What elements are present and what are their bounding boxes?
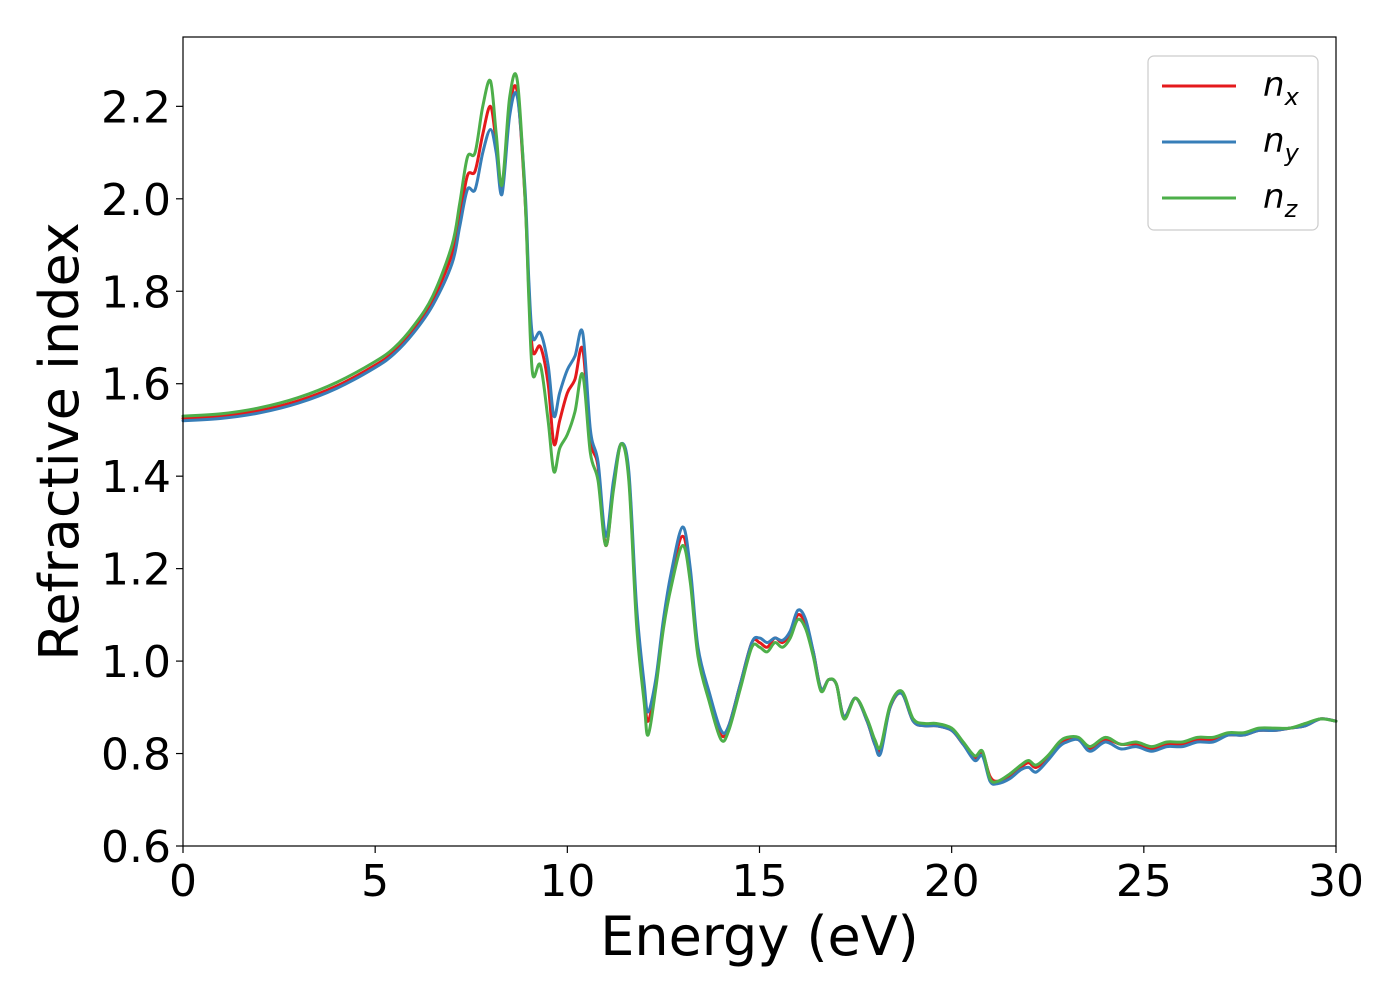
- legend-label-nz: nz: [1263, 177, 1299, 223]
- x-axis-label: Energy (eV): [600, 905, 919, 968]
- x-tick-label: 25: [1116, 856, 1172, 907]
- legend-label-nx: nx: [1263, 65, 1300, 111]
- y-axis-label: Refractive index: [28, 222, 91, 661]
- y-tick-label: 1.8: [101, 267, 171, 318]
- y-tick-label: 0.6: [101, 822, 171, 873]
- x-tick-label: 15: [732, 856, 788, 907]
- x-axis-ticks: 0 5 10 15 20 25 30: [169, 846, 1364, 907]
- y-tick-label: 1.0: [101, 637, 171, 688]
- legend: nx ny nz: [1147, 55, 1319, 231]
- y-axis-ticks: 0.6 0.8 1.0 1.2 1.4 1.6 1.8 2.0 2.2: [101, 82, 183, 873]
- x-tick-label: 20: [924, 856, 980, 907]
- x-tick-label: 30: [1308, 856, 1364, 907]
- y-tick-label: 2.2: [101, 82, 171, 133]
- x-tick-label: 5: [361, 856, 389, 907]
- series-line-nz: [181, 72, 1338, 784]
- y-tick-label: 1.2: [101, 545, 171, 596]
- legend-label-ny: ny: [1263, 121, 1300, 167]
- y-tick-label: 1.6: [101, 360, 171, 411]
- series-lines: [181, 72, 1338, 786]
- x-tick-label: 0: [169, 856, 197, 907]
- y-tick-label: 1.4: [101, 452, 171, 503]
- x-tick-label: 10: [539, 856, 595, 907]
- y-tick-label: 2.0: [101, 175, 171, 226]
- y-tick-label: 0.8: [101, 730, 171, 781]
